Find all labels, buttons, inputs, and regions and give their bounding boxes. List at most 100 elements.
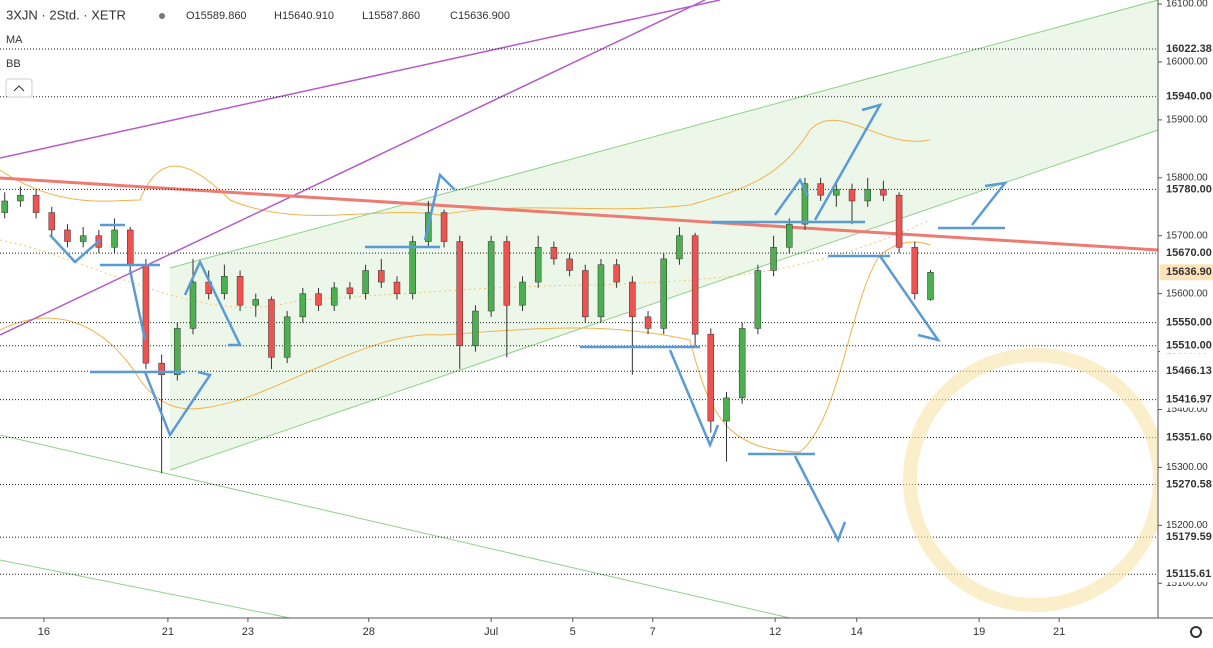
level-label: 15940.00: [1166, 91, 1212, 103]
level-label: 15510.00: [1166, 340, 1212, 352]
candle-body: [111, 229, 118, 248]
level-label: 15416.97: [1166, 394, 1212, 406]
level-label-bg: [1160, 363, 1213, 380]
candle-body: [189, 281, 197, 329]
candle-body: [299, 293, 307, 318]
candle-body: [629, 281, 636, 318]
candle-body: [1, 200, 8, 213]
x-tick-label: 28: [363, 626, 375, 638]
candle-body: [393, 281, 401, 294]
arrow: [143, 370, 213, 438]
x-tick-label: 19: [973, 626, 985, 638]
candle-body: [17, 194, 24, 202]
candle-body: [503, 241, 511, 306]
level-label-bg: [1160, 41, 1213, 58]
channel-line: [169, 0, 1159, 269]
candle-body: [142, 264, 150, 364]
candle-body: [158, 362, 165, 375]
candle-body: [817, 183, 824, 196]
level-label-bg: [1160, 245, 1213, 262]
candle-body: [911, 247, 919, 294]
candle-body: [738, 328, 746, 399]
candle-body: [236, 276, 244, 306]
resistance-line: [0, 176, 1159, 252]
level-label: 15351.60: [1166, 431, 1212, 443]
ohlc-low: L15587.860: [362, 10, 420, 22]
y-tick-label: 15700.00: [1166, 230, 1208, 241]
x-tick-label: 7: [650, 626, 656, 638]
candle-body: [283, 316, 291, 358]
trend-line: [0, 0, 706, 336]
candle-body: [534, 247, 542, 283]
candle-body: [691, 235, 699, 335]
status-dot: [159, 13, 165, 19]
candle-body: [346, 287, 354, 294]
candle-body: [770, 247, 777, 271]
last-price-bg: [1160, 264, 1213, 281]
collapse-button[interactable]: [5, 78, 33, 98]
arrow: [793, 455, 847, 544]
candle-body: [895, 194, 903, 248]
candle-body: [613, 264, 620, 283]
channel-fill: [170, 0, 1158, 470]
indicator-label[interactable]: MA: [6, 34, 23, 46]
indicator-label[interactable]: BB: [6, 58, 21, 70]
arrow: [49, 234, 101, 264]
level-label: 15670.00: [1166, 247, 1212, 259]
y-tick-label: 15900.00: [1166, 115, 1208, 126]
x-tick-label: Jul: [484, 626, 498, 638]
candle-body: [848, 189, 856, 202]
candle-body: [268, 299, 275, 358]
level-label-bg: [1160, 529, 1213, 546]
x-tick-label: 23: [242, 626, 254, 638]
y-tick-label: 16000.00: [1166, 57, 1208, 68]
candle-body: [456, 241, 463, 347]
x-tick-label: 14: [851, 626, 863, 638]
y-tick-label: 15800.00: [1166, 172, 1208, 183]
y-tick-label: 16100.00: [1166, 0, 1208, 10]
candle-body: [927, 272, 934, 300]
candle-body: [644, 316, 652, 329]
level-label: 15179.59: [1166, 531, 1212, 543]
symbol: 3XJN · 2Std. · XETR: [6, 7, 126, 22]
level-label-bg: [1160, 566, 1213, 583]
level-label-bg: [1160, 429, 1213, 446]
level-label: 15270.58: [1166, 478, 1212, 490]
ohlc-open: O15589.860: [186, 10, 247, 22]
level-label-bg: [1160, 181, 1213, 198]
candle-body: [723, 397, 730, 422]
candle-body: [660, 258, 667, 329]
settings-icon[interactable]: [1190, 626, 1202, 638]
level-label-bg: [1160, 337, 1213, 354]
candle-body: [880, 189, 887, 196]
level-label-bg: [1160, 476, 1213, 493]
level-label: 15780.00: [1166, 183, 1212, 195]
ohlc-close: C15636.900: [450, 10, 510, 22]
candle-body: [440, 212, 448, 242]
candle-body: [566, 258, 573, 271]
level-label: 15550.00: [1166, 317, 1212, 329]
candle-body: [252, 299, 260, 306]
ohlc-high: H15640.910: [274, 10, 334, 22]
level-label-bg: [1160, 391, 1213, 408]
bollinger-upper: [0, 119, 931, 216]
trend-line: [0, 0, 721, 159]
candle-body: [487, 241, 495, 312]
candle-body: [315, 293, 322, 306]
arrow: [423, 172, 456, 241]
candle-body: [597, 264, 605, 318]
candle-body: [79, 235, 87, 242]
candle-body: [582, 270, 589, 318]
x-tick-label: 21: [1053, 626, 1065, 638]
candle-body: [174, 328, 181, 375]
y-tick-label: 15100.00: [1166, 578, 1208, 589]
last-price-label: 15636.90: [1166, 266, 1212, 278]
level-label: 16022.38: [1166, 43, 1212, 55]
candle-body: [786, 223, 793, 248]
x-tick-label: 5: [570, 626, 576, 638]
level-label: 15466.13: [1166, 365, 1212, 377]
candle-body: [676, 235, 683, 260]
bollinger-lower: [0, 241, 931, 453]
y-tick-label: 15300.00: [1166, 462, 1208, 473]
candle-body: [801, 183, 809, 225]
